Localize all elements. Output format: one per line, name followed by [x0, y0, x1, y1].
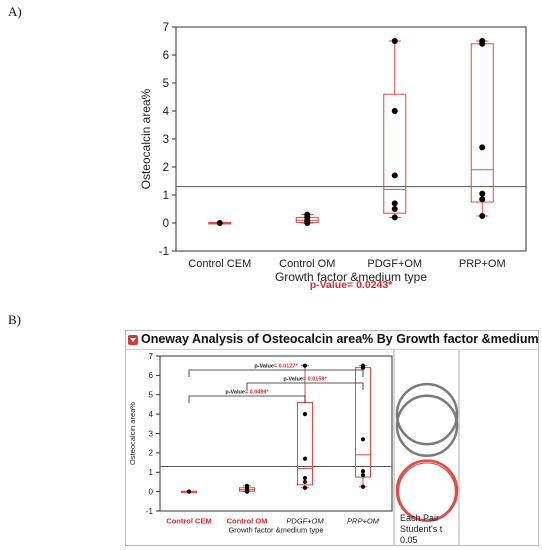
x-tick-label: PDGF+OM: [286, 517, 324, 526]
y-tick-label: -1: [146, 507, 154, 516]
data-point: [479, 213, 486, 219]
data-point: [391, 206, 398, 212]
y-tick-label: 4: [163, 106, 170, 118]
comparison-bracket: p-Value= 0.0127*: [188, 364, 364, 377]
comparison-p-value: p-Value= 0.0159*: [283, 377, 327, 383]
box-group: [470, 40, 494, 217]
comparison-bracket: p-Value= 0.0499*: [188, 390, 306, 403]
data-point: [186, 489, 192, 494]
x-tick-label: PRP+OM: [347, 517, 380, 526]
comparison-p-prefix: p-Value: [283, 377, 303, 383]
comparison-p-number: = 0.0499*: [245, 390, 270, 396]
y-tick-label: 4: [149, 410, 154, 419]
comparison-p-value: p-Value= 0.0499*: [225, 390, 269, 396]
y-tick-label: 5: [149, 391, 154, 400]
p-value-number: = 0.0243*: [347, 279, 393, 291]
box: [383, 93, 407, 214]
y-tick-label: 3: [163, 134, 169, 146]
data-point: [479, 40, 486, 47]
circle-label-each-pair: Each Pair: [400, 513, 439, 523]
y-tick-label: 3: [149, 429, 154, 438]
plot-frame: [159, 355, 393, 512]
circle-label-test: Student's t: [400, 524, 443, 534]
data-point: [391, 214, 398, 221]
data-point: [479, 144, 486, 151]
y-axis-label: Osteocalcin area%: [128, 402, 137, 465]
x-tick-label: Control OM: [227, 517, 268, 526]
comparison-bracket: p-Value= 0.0159*: [246, 377, 364, 390]
data-point: [302, 412, 308, 417]
circle-label-alpha: 0.05: [400, 535, 418, 545]
panel-b-title: Oneway Analysis of Osteocalcin area% By …: [141, 332, 542, 346]
panel-b-chart: -1 0 1 2 3 4 5 6 7 Control CEM Control OM PDGF+OM PR…: [128, 350, 460, 545]
y-tick-label: 7: [163, 22, 169, 34]
data-point: [360, 469, 366, 474]
data-point: [391, 108, 398, 114]
comparison-p-prefix: p-Value: [254, 364, 274, 370]
y-tick-label: 6: [149, 371, 154, 380]
y-tick-label: 1: [163, 190, 169, 202]
data-point: [391, 200, 398, 207]
data-point: [391, 38, 398, 44]
y-tick-label: 6: [163, 50, 169, 62]
y-tick-label: 0: [163, 218, 169, 230]
panel-b-title-bar: Oneway Analysis of Osteocalcin area% By …: [126, 331, 542, 350]
x-axis-label: Growth factor &medium type: [275, 270, 427, 284]
y-tick-label: 2: [163, 162, 169, 174]
data-point: [391, 172, 398, 179]
data-point: [302, 475, 308, 481]
comparison-circles: [393, 350, 460, 545]
data-point: [304, 211, 311, 218]
p-value-prefix: p-Value: [310, 279, 348, 291]
panel-a-chart: -1 0 1 2 3 4 5 6 7 Control CEM Control OM PDGF+OM PR…: [139, 22, 527, 291]
data-point: [360, 365, 366, 370]
comparison-p-value: p-Value= 0.0127*: [254, 364, 298, 370]
x-tick-label: Control OM: [279, 258, 335, 270]
comparison-p-prefix: p-Value: [225, 390, 245, 396]
dropdown-arrow-icon[interactable]: [128, 335, 138, 345]
panel-b-report: Oneway Analysis of Osteocalcin area% By …: [125, 330, 542, 546]
comparison-circle: [395, 459, 459, 522]
data-point: [479, 196, 486, 203]
x-tick-label: PDGF+OM: [367, 258, 422, 270]
data-point: [360, 437, 366, 442]
data-point: [479, 190, 486, 197]
y-tick-label: -1: [159, 246, 169, 258]
data-point: [216, 220, 223, 226]
bracket-line: [246, 382, 364, 390]
bracket-line: [188, 369, 364, 377]
x-tick-label: Control CEM: [166, 517, 211, 526]
data-point: [302, 479, 308, 485]
x-tick-label: Control CEM: [188, 258, 251, 270]
y-tick-label: 7: [149, 352, 154, 361]
bracket-line: [188, 395, 306, 403]
y-tick-label: 1: [149, 468, 154, 477]
plot-frame: [175, 26, 527, 252]
panel-b-label: B): [8, 312, 21, 327]
comparison-circle: [395, 382, 459, 446]
box-group: [297, 365, 313, 489]
data-point: [302, 456, 308, 461]
comparison-circle: [397, 462, 457, 521]
y-tick-label: 5: [163, 78, 169, 90]
x-axis-label: Growth factor &medium type: [228, 526, 323, 535]
data-point: [360, 473, 366, 478]
p-value-label: p-Value= 0.0243*: [310, 279, 394, 291]
comparison-p-number: = 0.0127*: [274, 364, 299, 370]
data-point: [302, 485, 308, 490]
comparison-circle: [395, 394, 459, 457]
data-point: [360, 484, 366, 489]
data-point: [302, 363, 308, 368]
box: [470, 43, 494, 203]
y-tick-label: 0: [149, 487, 154, 496]
panel-a-label: A): [8, 4, 22, 19]
box-group: [383, 40, 407, 218]
comparison-p-number: = 0.0159*: [303, 377, 328, 383]
data-point: [244, 483, 250, 488]
x-tick-label: PRP+OM: [459, 258, 506, 270]
y-axis-label: Osteocalcin area%: [139, 88, 153, 189]
y-tick-label: 2: [149, 449, 154, 458]
